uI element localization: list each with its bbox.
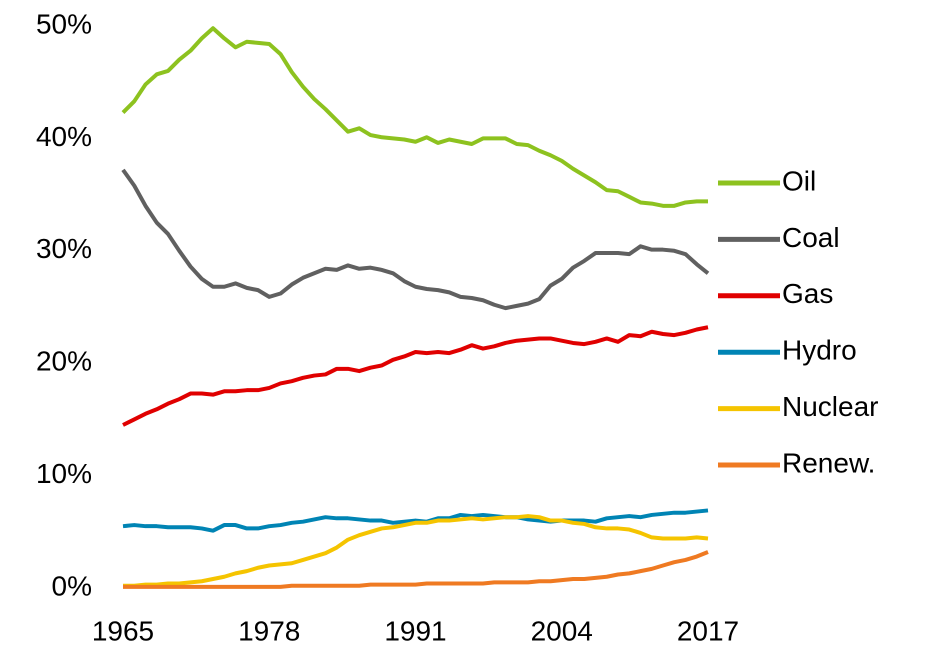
- y-tick-label: 20%: [36, 346, 92, 377]
- legend-label: Coal: [782, 222, 840, 253]
- x-tick-label: 1965: [92, 615, 154, 646]
- y-tick-label: 10%: [36, 458, 92, 489]
- legend-label: Gas: [782, 278, 833, 309]
- series-line: [122, 508, 709, 533]
- y-tick-label: 50%: [36, 8, 92, 39]
- series-line: [122, 325, 709, 427]
- legend-label: Oil: [782, 165, 816, 196]
- legend-label: Nuclear: [782, 391, 878, 422]
- series-line: [121, 26, 708, 208]
- legend-label: Hydro: [782, 335, 857, 366]
- series-line: [121, 168, 710, 311]
- x-tick-label: 1978: [238, 615, 300, 646]
- y-tick-label: 0%: [52, 570, 92, 601]
- legend-label: Renew.: [782, 447, 875, 478]
- x-tick-label: 2004: [531, 615, 593, 646]
- y-tick-label: 30%: [36, 233, 92, 264]
- series-line: [123, 550, 709, 589]
- x-tick-label: 2017: [677, 615, 739, 646]
- y-tick-label: 40%: [36, 121, 92, 152]
- x-tick-label: 1991: [384, 615, 446, 646]
- series-line: [123, 514, 709, 588]
